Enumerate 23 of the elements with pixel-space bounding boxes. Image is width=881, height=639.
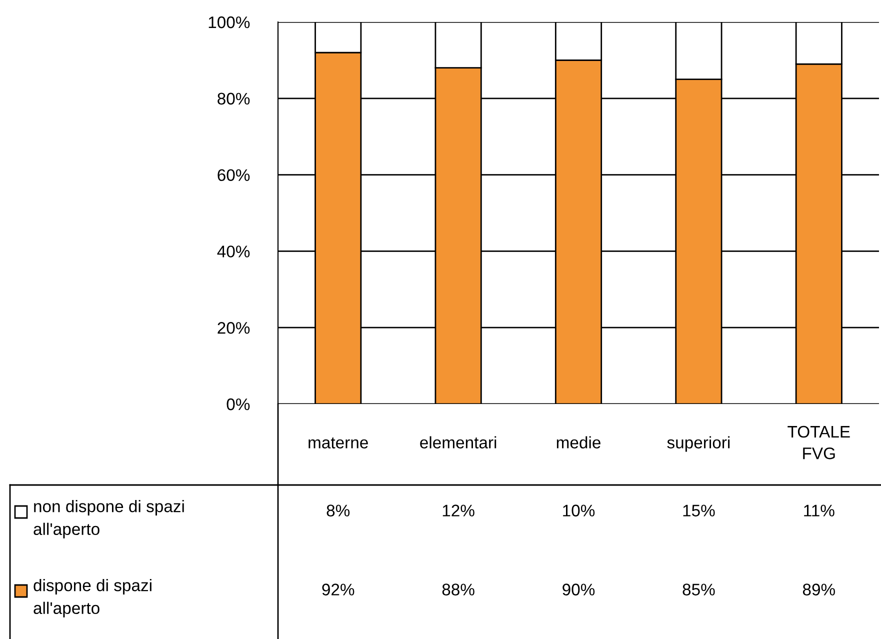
legend-label: non dispone di spazi all'aperto	[34, 500, 184, 538]
data-label: 8%	[326, 504, 350, 516]
data-label: 89%	[802, 584, 835, 596]
y-tick-label: 0%	[226, 398, 250, 410]
data-label: 12%	[442, 504, 474, 516]
x-tick-label: elementari	[420, 436, 496, 448]
y-tick-label: 60%	[218, 169, 250, 182]
data-label: 10%	[563, 504, 595, 516]
y-tick-label: 40%	[217, 246, 250, 258]
x-tick-label: TOTALE FVG	[788, 426, 850, 460]
data-label: 85%	[682, 584, 715, 596]
y-tick-label: 100%	[208, 16, 250, 28]
y-tick-label: 20%	[218, 322, 250, 334]
x-tick-label: medie	[556, 436, 600, 448]
data-label: 88%	[442, 584, 474, 596]
x-tick-label: superiori	[667, 436, 730, 452]
data-label: 15%	[683, 504, 715, 516]
x-tick-label: materne	[308, 438, 368, 448]
legend-label: dispone di spazi all'aperto	[34, 579, 152, 618]
y-tick-label: 80%	[218, 92, 250, 105]
data-label: 90%	[562, 584, 595, 596]
data-label: 92%	[322, 584, 354, 596]
data-label: 11%	[804, 504, 834, 516]
